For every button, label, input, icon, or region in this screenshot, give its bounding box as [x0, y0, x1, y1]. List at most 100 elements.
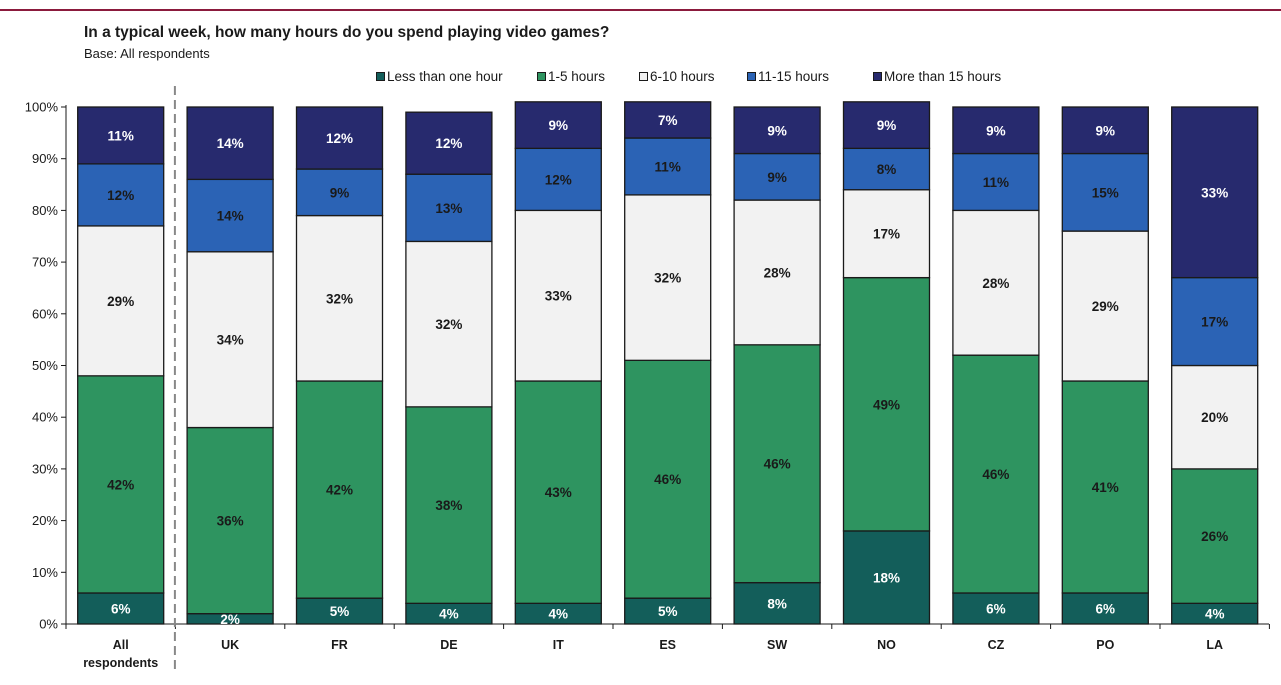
- bar-segment: [1061, 592, 1149, 625]
- x-tick-label: UK: [221, 638, 239, 652]
- y-tick-label: 70%: [32, 255, 58, 270]
- top-rule: [0, 9, 1281, 11]
- data-label: 12%: [326, 131, 353, 146]
- bar-segment: [733, 344, 821, 584]
- bar-segment: [405, 111, 493, 175]
- data-label: 36%: [217, 514, 244, 529]
- data-label: 8%: [877, 162, 897, 177]
- data-label: 42%: [107, 477, 134, 492]
- bar-segment: [952, 354, 1040, 594]
- y-tick-label: 100%: [25, 100, 59, 115]
- data-label: 12%: [435, 136, 462, 151]
- bar-segment: [624, 597, 712, 625]
- x-tick-label: CZ: [988, 638, 1005, 652]
- data-label: 7%: [658, 113, 678, 128]
- bar-segment: [77, 225, 165, 377]
- chart-title: In a typical week, how many hours do you…: [84, 24, 610, 41]
- y-tick-label: 60%: [32, 306, 58, 321]
- data-label: 9%: [549, 118, 569, 133]
- bar-segment: [842, 189, 931, 279]
- data-label: 38%: [435, 498, 462, 513]
- bar-segment: [77, 106, 165, 165]
- data-label: 18%: [873, 570, 900, 585]
- bar-segment: [1171, 276, 1259, 367]
- legend-swatch: [747, 72, 756, 81]
- data-label: 42%: [326, 483, 353, 498]
- bar-segment: [1171, 364, 1259, 470]
- bar-segment: [295, 214, 384, 382]
- data-label: 32%: [326, 291, 353, 306]
- data-label: 17%: [1201, 315, 1228, 330]
- bar-segment: [1171, 468, 1259, 604]
- legend-swatch: [639, 72, 648, 81]
- data-label: 6%: [111, 601, 131, 616]
- y-tick-label: 20%: [32, 513, 58, 528]
- y-tick-label: 10%: [32, 565, 58, 580]
- data-label: 9%: [767, 123, 787, 138]
- legend-swatch: [873, 72, 882, 81]
- data-label: 49%: [873, 397, 900, 412]
- legend-label: More than 15 hours: [884, 69, 1002, 84]
- data-label: 32%: [654, 271, 681, 286]
- bar-segment: [186, 426, 274, 615]
- legend-item-1-5-hours: 1-5 hours: [537, 69, 605, 84]
- bar-segment: [624, 359, 712, 599]
- legend-swatch: [376, 72, 385, 81]
- data-label: 20%: [1201, 410, 1228, 425]
- data-label: 29%: [107, 294, 134, 309]
- data-label: 8%: [767, 596, 787, 611]
- bar-segment: [77, 375, 165, 594]
- data-label: 11%: [983, 175, 1009, 190]
- bar-segment: [842, 276, 931, 532]
- x-tick-label: NO: [877, 638, 896, 652]
- data-label: 12%: [545, 172, 572, 187]
- data-label: 17%: [873, 227, 900, 242]
- y-tick-label: 40%: [32, 410, 58, 425]
- bar-segment: [295, 106, 384, 170]
- legend-label: 11-15 hours: [758, 69, 830, 84]
- data-label: 26%: [1201, 529, 1228, 544]
- bar-segment: [733, 581, 821, 625]
- bar-segment: [1061, 106, 1149, 155]
- bar-segment: [1061, 152, 1149, 232]
- legend-item-6-10-hours: 6-10 hours: [639, 69, 715, 84]
- data-label: 11%: [108, 128, 134, 143]
- data-label: 9%: [330, 185, 350, 200]
- legend-item-11-15-hours: 11-15 hours: [747, 69, 829, 84]
- data-label: 33%: [1201, 185, 1228, 200]
- bar-segment: [295, 380, 384, 599]
- bar-segment: [842, 530, 931, 625]
- data-label: 14%: [217, 136, 244, 151]
- data-label: 14%: [217, 209, 244, 224]
- data-label: 2%: [220, 612, 240, 627]
- bar-segment: [952, 106, 1040, 155]
- x-tick-label: IT: [553, 638, 564, 652]
- bar-segment: [1061, 230, 1149, 382]
- legend-swatch: [537, 72, 546, 81]
- data-label: 9%: [1096, 123, 1116, 138]
- y-tick-label: 90%: [32, 151, 58, 166]
- legend: Less than one hour 1-5 hours 6-10 hours …: [0, 69, 1281, 87]
- data-label: 33%: [545, 289, 572, 304]
- bar-segment: [186, 106, 274, 181]
- x-tick-label: SW: [767, 638, 787, 652]
- data-label: 29%: [1092, 299, 1119, 314]
- data-label: 46%: [764, 457, 791, 472]
- data-label: 4%: [439, 607, 459, 622]
- bar-segment: [405, 173, 493, 243]
- bar-segment: [624, 101, 712, 139]
- y-tick-label: 50%: [32, 358, 58, 373]
- data-label: 4%: [549, 607, 569, 622]
- legend-label: Less than one hour: [387, 69, 503, 84]
- data-label: 13%: [435, 201, 462, 216]
- x-tick-label: All: [113, 638, 129, 652]
- data-label: 43%: [545, 485, 572, 500]
- data-label: 46%: [654, 472, 681, 487]
- bar-segment: [952, 592, 1040, 625]
- data-label: 28%: [982, 276, 1009, 291]
- data-label: 6%: [1096, 601, 1116, 616]
- bar-segment: [405, 406, 493, 604]
- data-label: 34%: [217, 333, 244, 348]
- x-tick-label: respondents: [83, 656, 158, 670]
